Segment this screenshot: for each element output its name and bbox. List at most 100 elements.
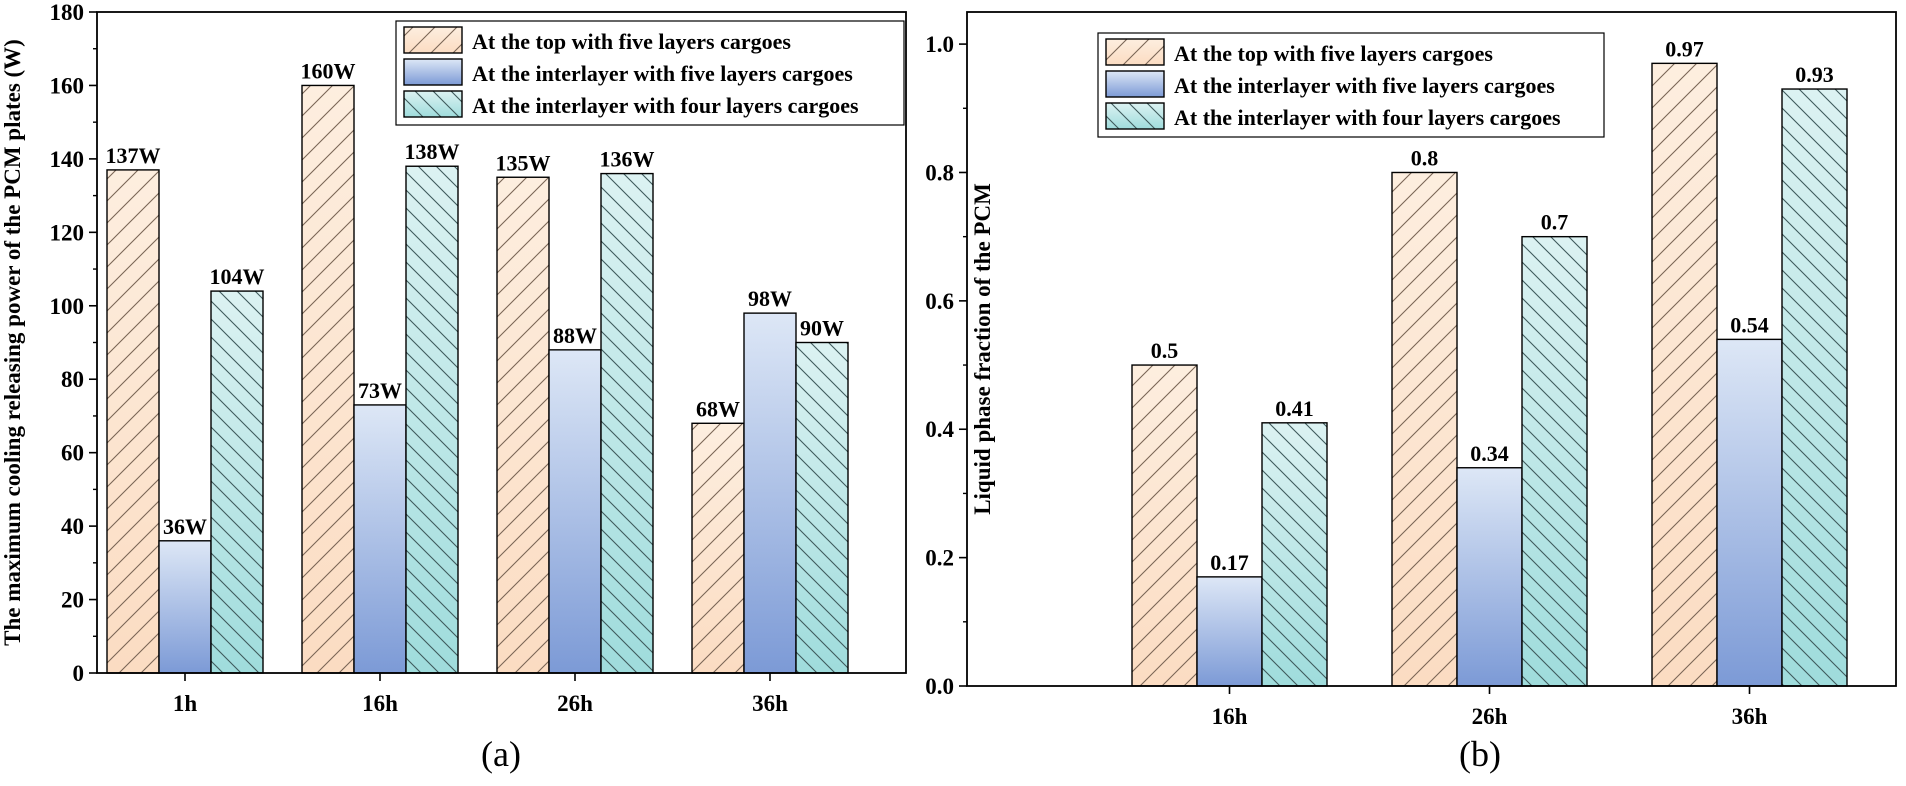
y-tick-label: 0.8 [925,160,954,185]
bar-top-36h [1651,62,1718,687]
bar-top-16h [1131,364,1198,687]
data-label: 0.8 [1411,145,1439,170]
bar-top-16h [301,84,355,674]
y-tick-label: 140 [50,147,85,172]
data-label: 0.54 [1730,312,1769,337]
x-tick-label: 26h [1472,704,1508,729]
data-label: 0.97 [1665,36,1704,61]
chart-a: 0 20 40 60 80 100 120 140 160 180 The maximum cool… [0,0,907,774]
bar-interlayer4-36h-hatch [796,342,848,673]
plot-frame [966,11,1897,687]
data-label: 98W [748,286,792,311]
plot-frame [96,11,907,674]
legend-swatch-interlayer5 [403,58,463,86]
bar-interlayer4-36h [1781,88,1848,687]
data-label: 104W [210,264,265,289]
y-tick-label: 80 [61,367,84,392]
legend-swatch-interlayer4-hatch [404,91,462,117]
bar-top-26h-hatch [497,177,549,673]
bar-top-36h [691,422,745,674]
bar-interlayer5-36h [1716,338,1783,687]
legend-entry-label: At the interlayer with five layers cargo… [472,61,853,86]
legend-entry-label: At the top with five layers cargoes [1174,41,1493,66]
x-tick-label: 16h [362,691,398,716]
data-label: 135W [496,150,551,175]
legend-entry-label: At the interlayer with four layers cargo… [472,93,859,118]
bar-top-1h-hatch [107,169,159,673]
bar-top-1h [106,169,160,674]
legend-swatch-interlayer4 [1105,102,1165,130]
bar-interlayer5-16h [353,404,407,674]
bar-interlayer5-26h-fill [1457,467,1522,686]
data-label: 0.34 [1470,441,1509,466]
legend-swatch-interlayer4-hatch [1106,103,1164,129]
bar-interlayer5-36h-fill [1717,339,1782,686]
data-label: 68W [696,396,740,421]
legend-swatch-top-outline [1105,38,1165,66]
data-label: 136W [600,147,655,172]
chart-b: 0.0 0.2 0.4 0.6 0.8 1.0 Liquid phase fraction … [925,11,1897,774]
y-tick-label: 60 [61,441,84,466]
bar-interlayer4-16h [405,165,459,674]
bar-interlayer4-16h-hatch [1262,422,1327,686]
y-tick-label: 0.2 [925,546,954,571]
bar-interlayer4-1h-hatch [211,291,263,673]
legend: At the top with five layers cargoes At th… [1097,32,1605,138]
bar-top-36h-hatch [692,423,744,673]
legend-swatch-top-hatch [404,27,462,53]
bar-interlayer5-16h [1196,576,1263,687]
y-tick-label: 0.4 [925,417,954,442]
data-label: 137W [106,143,161,168]
y-tick-label: 20 [61,588,84,613]
legend-entry-label: At the top with five layers cargoes [472,29,791,54]
y-tick-label: 180 [50,0,85,25]
legend-entry-label: At the interlayer with four layers cargo… [1174,105,1561,130]
legend-swatch-interlayer5-outline [403,58,463,86]
legend-swatch-top [403,26,463,54]
bar-top-36h-hatch [1652,63,1717,687]
bar-interlayer4-16h-hatch [406,166,458,673]
bar-interlayer4-36h-hatch [1782,89,1847,687]
legend-swatch-top [1105,38,1165,66]
legend-swatch-top-outline [403,26,463,54]
x-tick-label: 36h [1732,704,1768,729]
data-label: 138W [405,139,460,164]
legend-swatch-interlayer5-outline [1105,70,1165,98]
y-tick-label: 0.0 [925,674,954,699]
bar-top-26h-hatch [1392,172,1457,686]
legend-swatch-interlayer5-fill [1106,71,1164,97]
legend: At the top with five layers cargoes At th… [395,20,905,126]
y-tick-label: 0.6 [925,289,954,314]
bar-interlayer5-26h-fill [549,349,601,673]
bar-top-26h [496,176,550,674]
bar-top-26h [1391,171,1458,687]
bar-interlayer4-36h [795,341,849,674]
bar-interlayer4-26h-hatch [1522,236,1587,686]
data-label: 88W [553,323,597,348]
y-tick-label: 160 [50,73,85,98]
bar-interlayer4-16h [1261,422,1328,687]
data-label: 0.93 [1795,62,1834,87]
y-tick-label: 120 [50,220,85,245]
bar-interlayer5-36h [743,312,797,674]
data-label: 0.7 [1541,210,1569,235]
legend-entry-label: At the interlayer with five layers cargo… [1174,73,1555,98]
legend-swatch-interlayer5-fill [404,59,462,85]
data-label: 73W [358,378,402,403]
bar-interlayer4-26h [1521,235,1588,687]
data-label: 0.41 [1275,396,1314,421]
figure-caption: (a) [481,734,521,774]
y-axis-title: Liquid phase fraction of the PCM [970,183,995,515]
bar-top-16h-hatch [1132,365,1197,686]
legend-box [1097,32,1605,138]
data-label: 0.5 [1151,338,1179,363]
bar-interlayer5-16h-fill [1197,576,1262,686]
data-label: 0.17 [1210,550,1249,575]
bar-interlayer5-26h [1456,467,1523,687]
y-axis-title: The maximum cooling releasing power of t… [0,39,25,646]
x-tick-label: 16h [1212,704,1248,729]
figure-caption: (b) [1459,734,1501,774]
x-tick-label: 36h [752,691,788,716]
y-tick-label: 1.0 [925,32,954,57]
